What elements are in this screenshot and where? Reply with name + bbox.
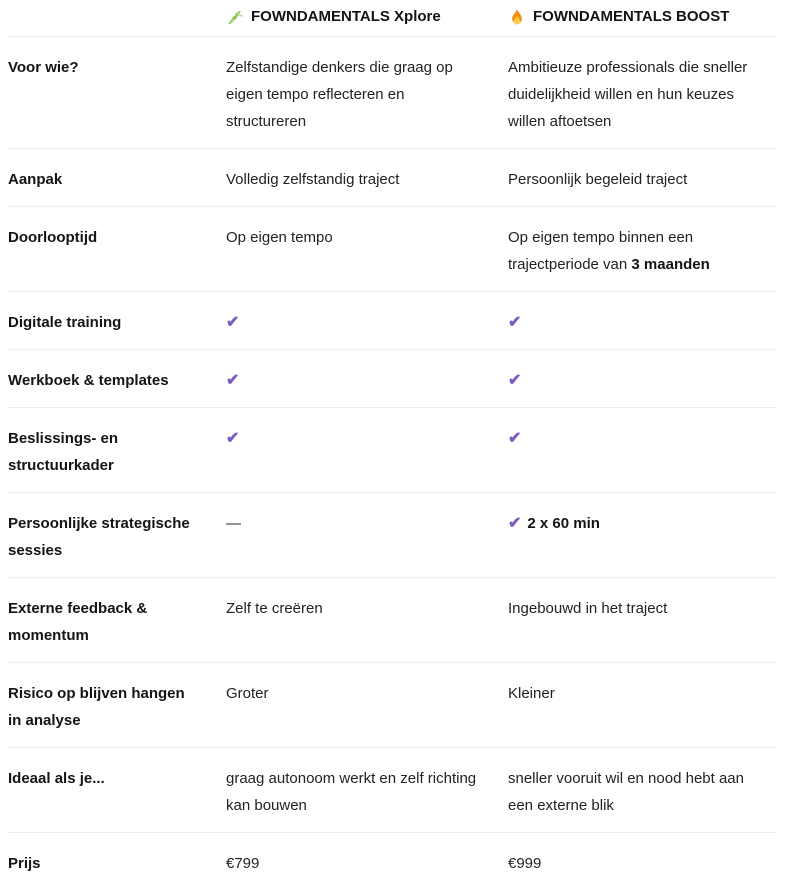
row-cell-boost: €999 xyxy=(508,855,542,872)
row-cell-xplore: €799 xyxy=(226,855,260,872)
checkmark-icon: ✔ xyxy=(508,314,522,331)
table-row: Ideaal als je... graag autonoom werkt en… xyxy=(8,748,776,833)
header-xplore-label: FOWNDAMENTALS Xplore xyxy=(251,8,441,25)
header-boost-label: FOWNDAMENTALS BOOST xyxy=(533,8,730,25)
fire-icon xyxy=(512,9,522,25)
table-row: Persoonlijke strategische sessies — ✔ 2 x… xyxy=(8,493,776,578)
row-cell-boost: Persoonlijk begeleid traject xyxy=(508,171,688,188)
row-cell-boost: ✔ 2 x 60 min xyxy=(508,493,776,577)
row-cell-boost: ✔ xyxy=(508,350,776,407)
row-cell-boost: Ambitieuze professionals die sneller dui… xyxy=(508,59,748,130)
row-cell-xplore: ✔ xyxy=(226,350,508,407)
table-row: Risico op blijven hangen in analyse Grot… xyxy=(8,663,776,748)
table-row: Doorlooptijd Op eigen tempo Op eigen tem… xyxy=(8,207,776,292)
row-cell-boost: ✔ xyxy=(508,292,776,349)
row-cell-xplore: Volledig zelfstandig traject xyxy=(226,171,400,188)
row-label: Aanpak xyxy=(8,171,63,188)
row-label: Ideaal als je... xyxy=(8,770,105,787)
comparison-rows: Voor wie? Zelfstandige denkers die graag… xyxy=(8,37,776,890)
row-cell-boost: Ingebouwd in het traject xyxy=(508,600,668,617)
table-row: Beslissings- en structuurkader ✔ ✔ xyxy=(8,408,776,493)
table-row: Werkboek & templates ✔ ✔ xyxy=(8,350,776,408)
table-row: Prijs €799 €999 xyxy=(8,833,776,890)
header-column-xplore: FOWNDAMENTALS Xplore xyxy=(226,0,508,36)
checkmark-icon: ✔ xyxy=(226,314,240,331)
row-label: Werkboek & templates xyxy=(8,372,169,389)
checkmark-icon: ✔ xyxy=(508,515,522,532)
checkmark-icon: ✔ xyxy=(508,372,522,389)
row-cell-xplore: ✔ xyxy=(226,408,508,492)
row-cell-xplore: graag autonoom werkt en zelf richting ka… xyxy=(226,770,477,814)
row-cell-boost: ✔ xyxy=(508,408,776,492)
bold-value: 3 maanden xyxy=(631,256,710,273)
row-cell-boost: Kleiner xyxy=(508,685,555,702)
row-label: Persoonlijke strategische sessies xyxy=(8,515,190,559)
checkmark-icon: ✔ xyxy=(508,430,522,447)
row-cell-xplore: ✔ xyxy=(226,292,508,349)
row-label: Digitale training xyxy=(8,314,122,331)
table-row: Externe feedback & momentum Zelf te creë… xyxy=(8,578,776,663)
row-label: Voor wie? xyxy=(8,59,79,76)
table-row: Digitale training ✔ ✔ xyxy=(8,292,776,350)
table-header: FOWNDAMENTALS Xplore FOWNDAMENTALS BOOST xyxy=(8,0,776,37)
row-label: Beslissings- en structuurkader xyxy=(8,430,119,474)
checkmark-icon: ✔ xyxy=(226,430,240,447)
checkmark-icon: ✔ xyxy=(226,372,240,389)
herb-icon xyxy=(228,10,243,25)
row-cell-boost: sneller vooruit wil en nood hebt aan een… xyxy=(508,770,744,814)
table-row: Voor wie? Zelfstandige denkers die graag… xyxy=(8,37,776,149)
row-label: Externe feedback & momentum xyxy=(8,600,148,644)
row-label: Prijs xyxy=(8,855,41,872)
header-empty-cell xyxy=(8,0,226,36)
row-cell-xplore: Zelf te creëren xyxy=(226,600,323,617)
row-cell-xplore: — xyxy=(226,493,508,577)
row-cell-xplore: Groter xyxy=(226,685,269,702)
bold-value: 2 x 60 min xyxy=(527,515,600,532)
row-label: Risico op blijven hangen in analyse xyxy=(8,685,185,729)
header-column-boost: FOWNDAMENTALS BOOST xyxy=(508,0,776,36)
row-cell-boost: Op eigen tempo binnen een trajectperiode… xyxy=(508,229,710,273)
table-row: Aanpak Volledig zelfstandig traject Pers… xyxy=(8,149,776,207)
row-cell-xplore: Zelfstandige denkers die graag op eigen … xyxy=(226,59,453,130)
row-label: Doorlooptijd xyxy=(8,229,98,246)
row-cell-xplore: Op eigen tempo xyxy=(226,229,333,246)
dash-icon: — xyxy=(226,515,241,532)
